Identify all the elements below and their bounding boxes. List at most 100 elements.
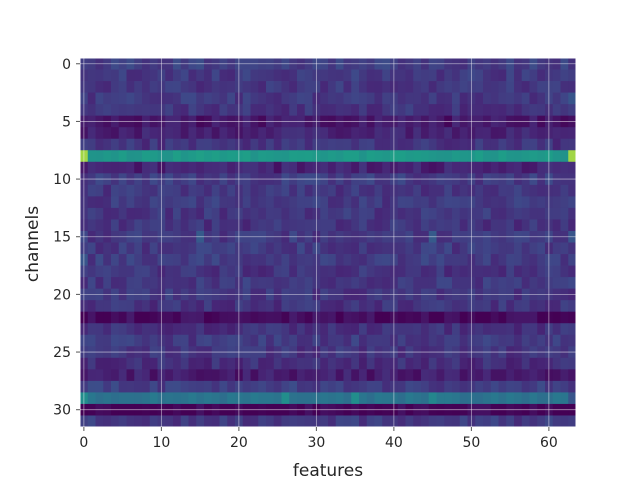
heatmap-cell (421, 357, 430, 370)
heatmap-cell (529, 207, 538, 220)
heatmap-cell (289, 311, 298, 324)
heatmap-cell (149, 104, 158, 117)
heatmap-cell (142, 69, 151, 82)
heatmap-cell (289, 357, 298, 370)
heatmap-cell (537, 323, 546, 336)
heatmap-cell (196, 300, 205, 313)
heatmap-cell (529, 92, 538, 105)
heatmap-cell (459, 254, 468, 266)
heatmap-cell (351, 323, 360, 336)
heatmap-cell (242, 207, 251, 220)
heatmap-cell (328, 254, 337, 266)
heatmap-cell (359, 242, 368, 255)
heatmap-cell (95, 300, 104, 313)
heatmap-cell (382, 254, 391, 266)
heatmap-cell (335, 380, 344, 393)
heatmap-cell (366, 150, 375, 163)
heatmap-cell (320, 161, 329, 174)
heatmap-cell (227, 392, 236, 405)
heatmap-cell (281, 300, 290, 313)
heatmap-cell (382, 92, 391, 105)
heatmap-cell (111, 138, 120, 151)
heatmap-cell (413, 138, 422, 151)
heatmap-cell (250, 300, 259, 313)
heatmap-cell (103, 104, 112, 117)
heatmap-cell (328, 334, 337, 347)
heatmap-cell (126, 92, 135, 105)
heatmap-cell (188, 300, 197, 313)
heatmap-cell (413, 242, 422, 255)
heatmap-cell (180, 69, 189, 82)
heatmap-cell (180, 300, 189, 313)
heatmap-cell (320, 150, 329, 163)
heatmap-cell (421, 81, 430, 93)
heatmap-cell (483, 254, 492, 266)
heatmap-cell (180, 196, 189, 209)
heatmap-cell (304, 254, 313, 266)
heatmap-cell (273, 265, 282, 278)
heatmap-cell (180, 127, 189, 140)
heatmap-cell (118, 207, 127, 220)
heatmap-cell (188, 207, 197, 220)
heatmap-cell (134, 369, 143, 382)
heatmap-cell (397, 323, 406, 336)
heatmap-cell (343, 138, 352, 151)
heatmap-cell (118, 415, 127, 428)
heatmap-cell (382, 415, 391, 428)
heatmap-cell (568, 150, 577, 163)
heatmap-cell (335, 334, 344, 347)
heatmap-cell (219, 300, 228, 313)
heatmap-cell (335, 150, 344, 163)
heatmap-cell (180, 161, 189, 174)
heatmap-cell (297, 127, 306, 140)
heatmap-cell (374, 357, 383, 370)
heatmap-cell (266, 311, 275, 324)
heatmap-cell (475, 242, 484, 255)
heatmap-cell (211, 357, 220, 370)
heatmap-cell (111, 357, 120, 370)
heatmap-cell (397, 357, 406, 370)
heatmap-cell (204, 357, 213, 370)
heatmap-cell (397, 92, 406, 105)
heatmap-cell (149, 69, 158, 82)
heatmap-cell (366, 311, 375, 324)
heatmap-cell (475, 207, 484, 220)
heatmap-cell (560, 300, 569, 313)
heatmap-cell (289, 380, 298, 393)
heatmap-cell (335, 254, 344, 266)
heatmap-cell (118, 242, 127, 255)
heatmap-cell (320, 415, 329, 428)
heatmap-cell (273, 277, 282, 290)
heatmap-cell (173, 254, 182, 266)
heatmap-cell (483, 380, 492, 393)
heatmap-cell (483, 311, 492, 324)
heatmap-cell (188, 104, 197, 117)
heatmap-cell (142, 277, 151, 290)
heatmap-cell (281, 323, 290, 336)
heatmap-cell (359, 138, 368, 151)
heatmap-cell (281, 242, 290, 255)
heatmap-cell (304, 311, 313, 324)
heatmap-cell (219, 277, 228, 290)
heatmap-cell (537, 357, 546, 370)
heatmap-cell (405, 184, 414, 197)
heatmap-cell (475, 92, 484, 105)
heatmap-cell (452, 369, 461, 382)
heatmap-cell (506, 219, 515, 232)
heatmap-cell (266, 196, 275, 209)
heatmap-cell (188, 242, 197, 255)
heatmap-cell (537, 196, 546, 209)
heatmap-cell (428, 138, 437, 151)
heatmap-cell (134, 138, 143, 151)
heatmap-cell (204, 184, 213, 197)
heatmap-cell (366, 334, 375, 347)
heatmap-cell (529, 300, 538, 313)
heatmap-cell (250, 369, 259, 382)
heatmap-cell (320, 242, 329, 255)
heatmap-cell (281, 392, 290, 405)
heatmap-cell (514, 219, 523, 232)
heatmap-cell (382, 323, 391, 336)
heatmap-cell (405, 161, 414, 174)
heatmap-cell (126, 207, 135, 220)
heatmap-cell (142, 150, 151, 163)
